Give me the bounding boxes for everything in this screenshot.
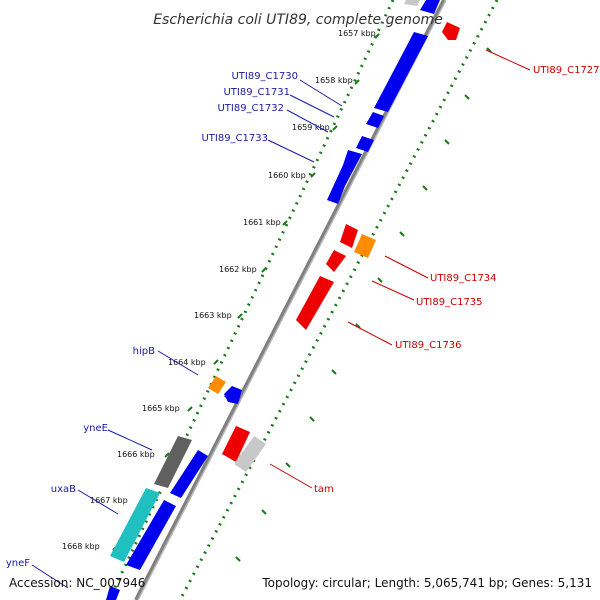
tick-mark: [213, 359, 219, 365]
tick-label: 1658 kbp: [315, 76, 353, 85]
cds-tam: [222, 426, 250, 462]
leader-line: [267, 139, 315, 163]
gene-label[interactable]: UTI89_C1733: [201, 133, 268, 144]
gene-uxaB: [110, 488, 160, 562]
cds-forward: [126, 500, 176, 570]
page-title: Escherichia coli UTI89, complete genome: [153, 12, 443, 28]
cds-utI89-c1727: [442, 22, 460, 40]
cds-forward: [170, 450, 208, 498]
gene-label[interactable]: tam: [314, 484, 334, 495]
gene-label[interactable]: uxaB: [51, 484, 76, 495]
cds-utI89-c1730: [374, 32, 428, 112]
gene-label[interactable]: UTI89_C1731: [223, 87, 290, 98]
tick-mark: [374, 33, 380, 39]
tick-label: 1659 kbp: [292, 123, 330, 132]
cds-forward: [420, 0, 440, 14]
tick-label: 1668 kbp: [62, 542, 100, 551]
gene-label[interactable]: yneF: [6, 558, 30, 569]
cds-utI89-c1735: [326, 250, 346, 272]
gene-hipB: [208, 376, 226, 394]
gene-label[interactable]: hipB: [133, 346, 155, 357]
leader-line: [157, 350, 199, 376]
tick-label: 1665 kbp: [142, 404, 180, 413]
tick-mark: [355, 323, 361, 329]
leader-line: [371, 280, 415, 301]
cds-utI89-c1731: [366, 112, 384, 128]
gene-label[interactable]: UTI89_C1727: [533, 65, 600, 76]
gene-label[interactable]: UTI89_C1734: [430, 273, 497, 284]
tick-mark: [377, 277, 383, 283]
leader-line: [269, 463, 313, 489]
tick-mark: [261, 509, 267, 515]
tick-mark: [399, 231, 405, 237]
tick-label: 1660 kbp: [268, 171, 306, 180]
tick-label: 1664 kbp: [168, 358, 206, 367]
leader-line: [485, 49, 531, 71]
tick-mark: [464, 94, 470, 100]
tick-mark: [444, 139, 450, 145]
tick-mark: [332, 125, 338, 131]
leader-line: [384, 255, 429, 279]
tick-mark: [285, 462, 291, 468]
leader-line: [31, 564, 69, 589]
tick-mark: [331, 369, 337, 375]
tick-mark: [310, 172, 316, 178]
tick-label: 1662 kbp: [219, 265, 257, 274]
tick-label: 1667 kbp: [90, 496, 128, 505]
tick-label: 1661 kbp: [243, 218, 281, 227]
cds-hipA-body: [224, 386, 242, 404]
gene-yneE: [154, 436, 192, 488]
tick-label: 1663 kbp: [194, 311, 232, 320]
gene-orange: [354, 234, 376, 258]
genome-backbone-highlight: [137, 0, 447, 600]
tick-mark: [261, 267, 267, 273]
leader-line: [347, 321, 393, 346]
leader-line: [107, 429, 153, 451]
cds-utI89-c1732: [356, 136, 374, 152]
tick-mark: [237, 313, 243, 319]
tick-label: 1666 kbp: [117, 450, 155, 459]
tick-mark: [235, 556, 241, 562]
tick-mark: [309, 416, 315, 422]
gene-feature-gray: [404, 0, 420, 6]
gene-light-gray: [234, 436, 266, 472]
gene-label[interactable]: UTI89_C1732: [217, 103, 284, 114]
tick-mark: [164, 452, 170, 458]
tick-mark: [422, 185, 428, 191]
tick-mark: [282, 220, 288, 226]
tick-mark: [187, 406, 193, 412]
leader-line: [77, 489, 119, 515]
tick-label: 1657 kbp: [338, 29, 376, 38]
accession-label: Accession: NC_007946: [9, 576, 145, 590]
topology-label: Topology: circular; Length: 5,065,741 bp…: [261, 576, 592, 590]
outer-tick-track: [178, 0, 499, 600]
leader-line: [299, 79, 343, 107]
tick-mark: [354, 79, 360, 85]
cds-yneF: [106, 586, 120, 600]
gene-label[interactable]: UTI89_C1735: [416, 297, 483, 308]
leader-line: [289, 94, 335, 118]
gene-label[interactable]: UTI89_C1730: [231, 71, 298, 82]
leader-line: [286, 109, 329, 133]
gene-label[interactable]: UTI89_C1736: [395, 340, 462, 351]
tick-mark: [486, 47, 492, 53]
cds-utI89-c1734: [340, 224, 358, 248]
gene-label[interactable]: yneE: [83, 423, 108, 434]
cds-utI89-c1736: [296, 276, 334, 330]
cds-utI89-c1733: [327, 150, 362, 204]
